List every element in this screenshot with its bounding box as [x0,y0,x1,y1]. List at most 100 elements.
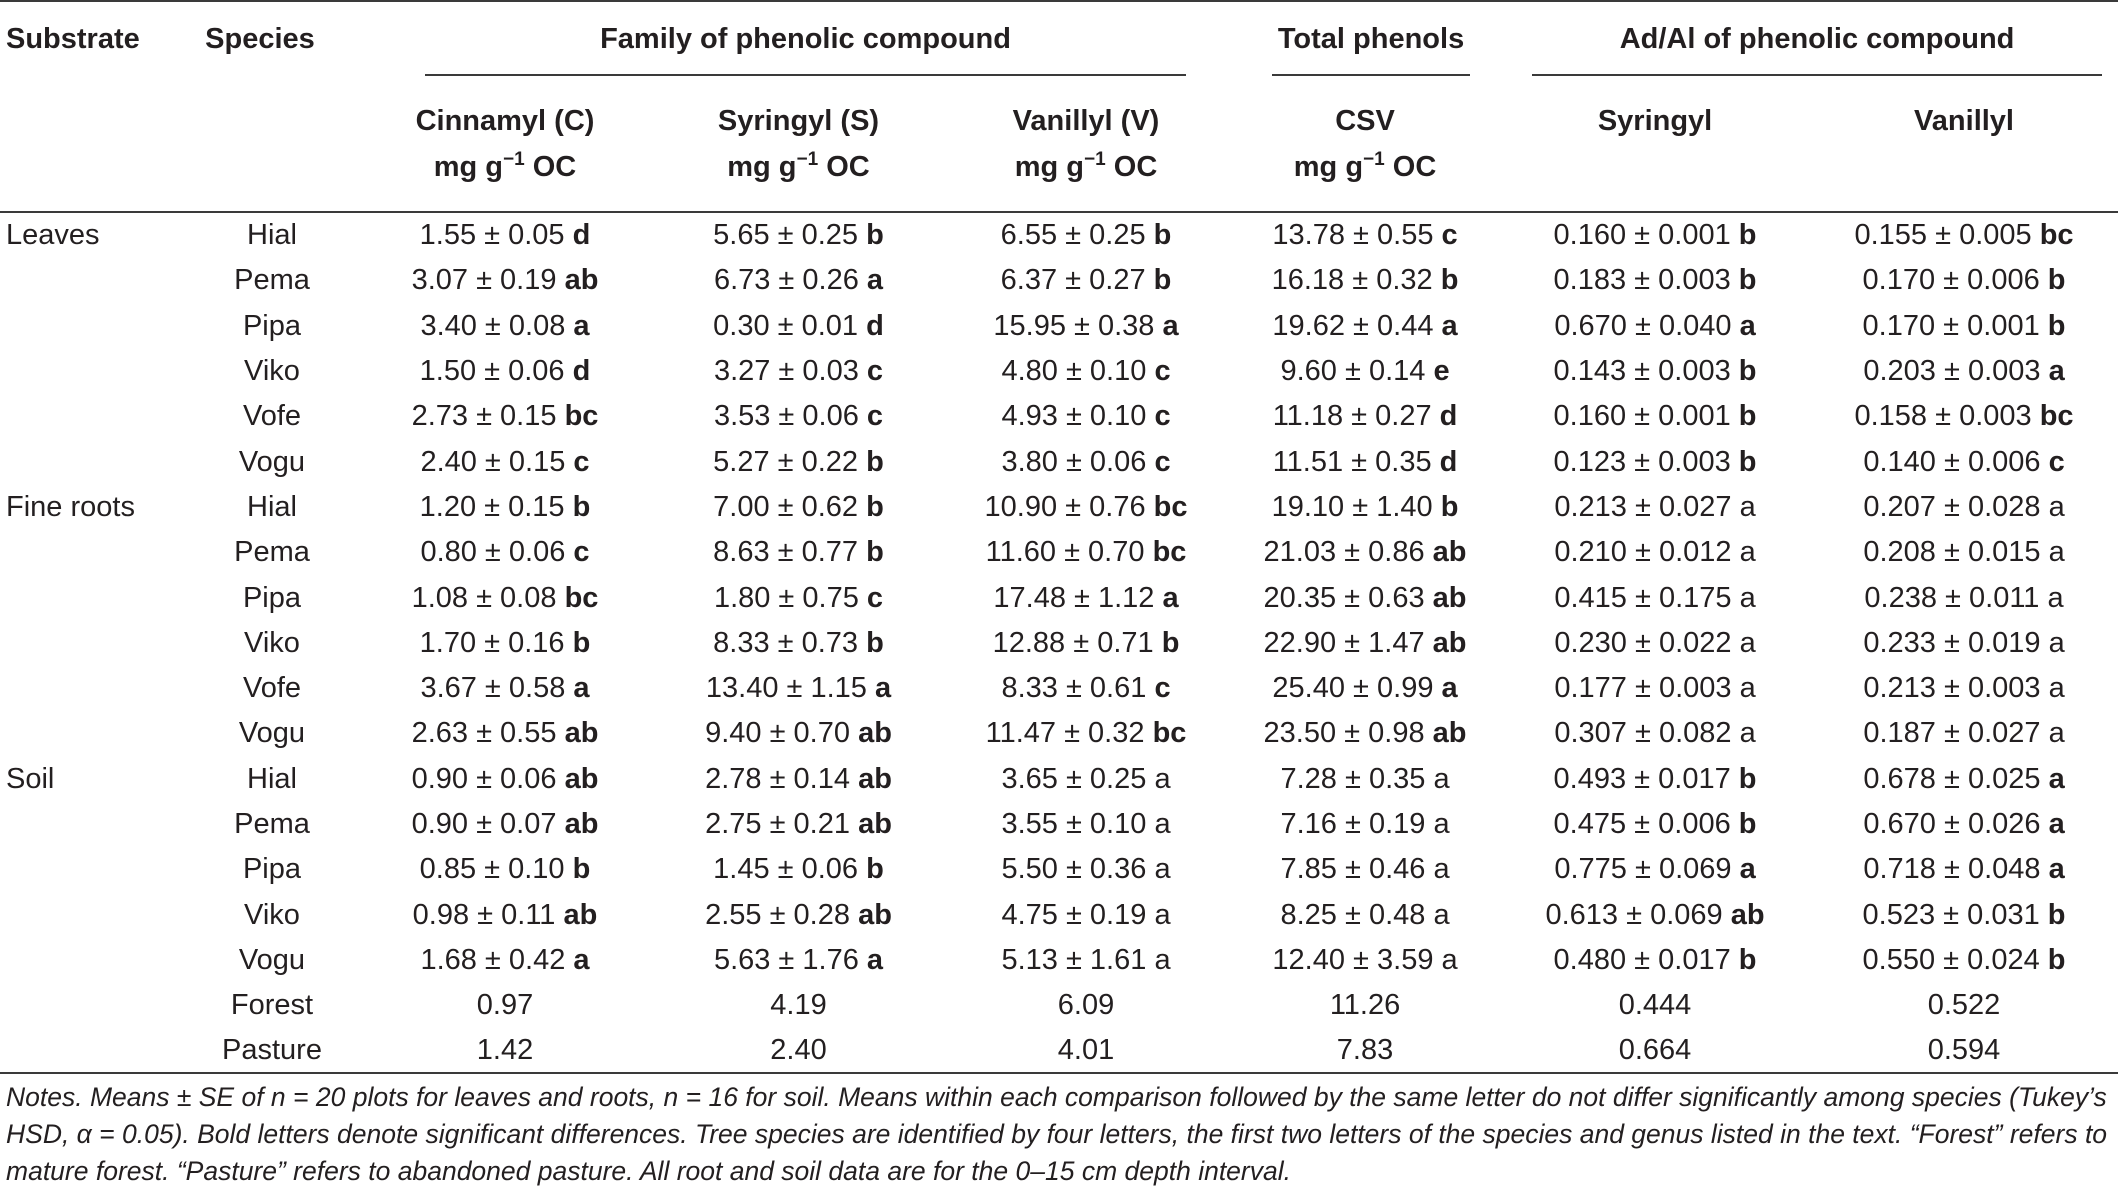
cell-value: 0.664 [1618,1033,1692,1066]
significance-letter: a [1162,309,1179,342]
cell-ad-vanillyl: 0.213 ± 0.003 a [1810,666,2118,711]
cell-value: 0.444 [1618,989,1692,1022]
unit-exp: −1 [1363,149,1385,170]
significance-letter: c [1154,445,1171,478]
cell-ad-vanillyl: 0.670 ± 0.026 a [1810,802,2118,847]
header-row-columns: Cinnamyl (C) mg g−1 OC Syringyl (S) mg g… [0,76,2118,213]
cell-ad-syringyl: 0.230 ± 0.022 a [1500,621,1810,666]
significance-letter: ab [1432,626,1467,659]
cell-value: 0.522 [1927,989,2001,1022]
significance-letter: a [1162,581,1179,614]
significance-letter: c [866,400,884,433]
significance-letter: b [2047,309,2066,342]
cell-cinnamyl: 1.70 ± 0.16 b [355,621,655,666]
cell-cinnamyl: 1.08 ± 0.08 bc [355,575,655,620]
cinnamyl-unit: mg g−1 OC [356,144,654,190]
cell-value: 0.208 ± 0.015 [1863,536,2041,569]
cell-value: 1.68 ± 0.42 [420,943,566,976]
significance-letter: e [1433,355,1450,388]
syringyl-unit: mg g−1 OC [656,144,941,190]
cell-species: Pasture [205,1028,355,1075]
cell-value: 0.187 ± 0.027 [1863,717,2041,750]
cell-vanillyl: 5.50 ± 0.36 a [942,847,1230,892]
csv-unit: mg g−1 OC [1231,144,1499,190]
significance-letter: ab [564,808,599,840]
significance-letter: a [1154,853,1171,886]
cell-value: 13.40 ± 1.15 [705,672,867,705]
cell-cinnamyl: 1.55 ± 0.05 d [355,212,655,258]
cell-ad-syringyl: 0.775 ± 0.069 a [1500,847,1810,892]
significance-letter: b [866,536,884,569]
cell-ad-syringyl: 0.480 ± 0.017 b [1500,938,1810,983]
cell-ad-syringyl: 0.160 ± 0.001 b [1500,394,1810,439]
syringyl-label: Syringyl (S) [717,105,880,137]
cell-ad-vanillyl: 0.523 ± 0.031 b [1810,892,2118,937]
cell-syringyl: 7.00 ± 0.62 b [655,485,942,530]
cell-value: 0.678 ± 0.025 [1863,762,2041,795]
cell-ad-syringyl: 0.307 ± 0.082 a [1500,711,1810,756]
significance-letter: a [1154,762,1171,795]
significance-letter: a [2048,355,2065,388]
cell-substrate [0,621,205,666]
significance-letter: a [1739,853,1756,886]
cell-value: 2.40 ± 0.15 [420,445,566,478]
cell-value: 0.594 [1927,1033,2001,1066]
cell-value: 0.170 ± 0.006 [1862,264,2040,297]
significance-letter: a [1739,309,1756,342]
cell-value: 17.48 ± 1.12 [993,581,1155,614]
cell-value: 0.183 ± 0.003 [1553,264,1731,297]
significance-letter: b [572,626,591,659]
cell-value: 0.307 ± 0.082 [1554,717,1732,750]
significance-letter: ab [564,762,599,795]
significance-letter: a [1739,490,1756,523]
cell-syringyl: 1.45 ± 0.06 b [655,847,942,892]
cell-csv: 20.35 ± 0.63 ab [1230,575,1500,620]
cell-value: 11.51 ± 0.35 [1272,445,1432,478]
table-notes: Notes. Means ± SE of n = 20 plots for le… [6,1082,2108,1186]
csv-label: CSV [1335,105,1395,137]
cell-value: 16.18 ± 0.32 [1271,264,1433,297]
cell-value: 0.160 ± 0.001 [1553,400,1731,433]
significance-letter: d [1439,400,1458,433]
significance-letter: c [1154,672,1171,705]
table-row: Vogu 2.63 ± 0.55 ab 9.40 ± 0.70 ab 11.47 ± … [0,711,2118,756]
header-blank-2 [205,76,355,213]
cell-value: 8.33 ± 0.61 [1001,672,1147,705]
cell-substrate [0,394,205,439]
cell-ad-vanillyl: 0.550 ± 0.024 b [1810,938,2118,983]
unit-suffix: OC [818,151,870,183]
cell-ad-vanillyl: 0.140 ± 0.006 c [1810,439,2118,484]
cell-syringyl: 2.55 ± 0.28 ab [655,892,942,937]
cell-substrate [0,892,205,937]
vanillyl-unit: mg g−1 OC [943,144,1229,190]
cell-value: 8.33 ± 0.73 [713,626,859,659]
cell-csv: 12.40 ± 3.59 a [1230,938,1500,983]
cell-value: 0.415 ± 0.175 [1554,581,1732,614]
cell-syringyl: 0.30 ± 0.01 d [655,304,942,349]
significance-letter: b [2047,898,2066,931]
cell-species: Pema [234,536,310,569]
cell-value: 19.10 ± 1.40 [1271,490,1433,523]
cell-ad-syringyl: 0.444 [1500,983,1810,1028]
significance-letter: c [573,536,590,569]
cell-value: 19.62 ± 0.44 [1272,309,1434,342]
cell-ad-syringyl: 0.210 ± 0.012 a [1500,530,1810,575]
cell-value: 0.158 ± 0.003 [1854,400,2032,433]
cell-cinnamyl: 2.63 ± 0.55 ab [355,711,655,756]
cell-value: 0.155 ± 0.005 [1854,219,2032,252]
cell-csv: 19.62 ± 0.44 a [1230,304,1500,349]
cell-species: Vofe [242,400,302,433]
cell-cinnamyl: 0.97 [355,983,655,1028]
adal-group-label: Ad/Al of phenolic compound [1532,23,2103,76]
cell-csv: 11.18 ± 0.27 d [1230,394,1500,439]
cell-csv: 9.60 ± 0.14 e [1230,349,1500,394]
cell-value: 0.670 ± 0.026 [1863,808,2041,840]
cell-value: 7.28 ± 0.35 [1280,762,1426,795]
table-row: Soil Hial 0.90 ± 0.06 ab 2.78 ± 0.14 ab 3.65… [0,757,2118,802]
significance-letter: ab [1432,581,1467,614]
cell-value: 7.83 [1336,1033,1394,1066]
cell-csv: 11.51 ± 0.35 d [1230,439,1500,484]
cell-csv: 19.10 ± 1.40 b [1230,485,1500,530]
table-row: Vofe 2.73 ± 0.15 bc 3.53 ± 0.06 c 4.93 ± 0.… [0,394,2118,439]
cell-value: 6.55 ± 0.25 [1000,219,1146,252]
